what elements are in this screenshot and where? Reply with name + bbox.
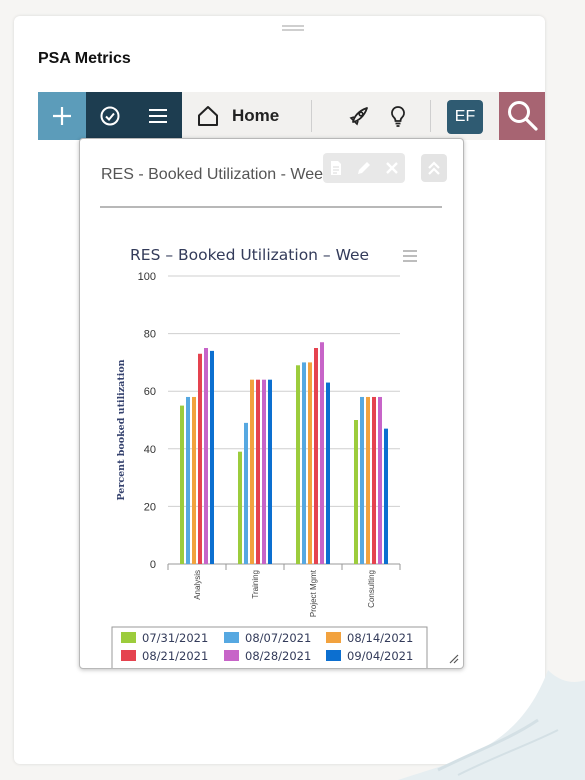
resize-handle-icon[interactable] [449,654,459,664]
toolbar-divider [311,100,312,132]
bar [256,379,260,564]
bar-chart: RES – Booked Utilization – Wee 0 20 40 60 80 1… [111,246,428,668]
legend-swatch [326,632,341,643]
y-tick-label: 40 [144,444,156,456]
user-avatar[interactable]: EF [447,100,483,134]
ideas-button[interactable] [383,92,413,140]
pencil-icon[interactable] [356,160,372,176]
page-title: PSA Metrics [38,50,131,67]
bar [192,396,196,564]
bar [210,350,214,564]
collapse-button[interactable] [421,154,447,182]
legend-label: 08/28/2021 [245,649,311,663]
legend-label: 08/07/2021 [245,631,311,645]
menu-button[interactable] [134,92,182,140]
x-tick-label: Analysis [193,570,202,600]
rocket-button[interactable] [344,92,374,140]
chart-widget: RES - Booked Utilization - Wee RES – Boo… [79,138,464,669]
y-tick-label: 0 [150,559,156,571]
search-icon [508,101,538,131]
bar [372,396,376,564]
y-tick-label: 60 [144,386,156,398]
bar [366,396,370,564]
plus-icon [53,107,71,125]
bar [326,382,330,564]
bar [302,362,306,564]
bar [308,362,312,564]
bar [378,396,382,564]
rocket-icon [349,107,368,126]
bar [180,405,184,564]
bar [296,365,300,564]
x-tick-label: Consulting [367,570,376,608]
document-icon[interactable] [329,160,343,176]
y-tick-label: 80 [144,329,156,341]
legend-label: 08/21/2021 [142,649,208,663]
add-button[interactable] [38,92,86,140]
check-circle-icon [100,106,120,126]
chart-menu-icon[interactable] [403,250,417,262]
y-tick-label: 20 [144,501,156,513]
bar [238,451,242,564]
bar [262,379,266,564]
legend-box [111,626,428,668]
bar [204,348,208,564]
menu-icon [149,109,167,123]
widget-title: RES - Booked Utilization - Wee [101,166,324,183]
bar [198,353,202,564]
widget-divider [100,206,442,208]
bar [244,422,248,564]
legend-label: 09/04/2021 [347,649,413,663]
bar [250,379,254,564]
y-tick-label: 100 [138,271,156,283]
legend-swatch [326,650,341,661]
bar [354,420,358,564]
bar [268,379,272,564]
x-tick-label: Training [251,570,260,599]
close-icon[interactable] [385,161,399,175]
toolbar: Home EF [38,92,545,140]
lightbulb-icon [391,106,405,127]
toolbar-divider [430,100,431,132]
tasks-button[interactable] [86,92,134,140]
drag-handle[interactable] [282,25,304,31]
legend-swatch [224,650,239,661]
home-label: Home [232,106,280,125]
bar [384,428,388,564]
double-chevron-up-icon [428,161,440,175]
bar [360,396,364,564]
home-link[interactable]: Home [182,92,312,140]
legend-label: 07/31/2021 [142,631,208,645]
background-decoration [398,670,585,780]
chart-title: RES – Booked Utilization – Wee [130,246,369,264]
search-button[interactable] [499,92,545,140]
bar [314,348,318,564]
legend-label: 08/14/2021 [347,631,413,645]
legend-swatch [224,632,239,643]
home-icon [198,106,218,126]
legend-swatch [121,650,136,661]
widget-actions [323,153,405,183]
bar [186,396,190,564]
y-axis-label: Percent booked utilization [116,359,127,500]
bar [320,342,324,564]
legend-swatch [121,632,136,643]
x-tick-label: Project Mgmt [309,569,318,617]
